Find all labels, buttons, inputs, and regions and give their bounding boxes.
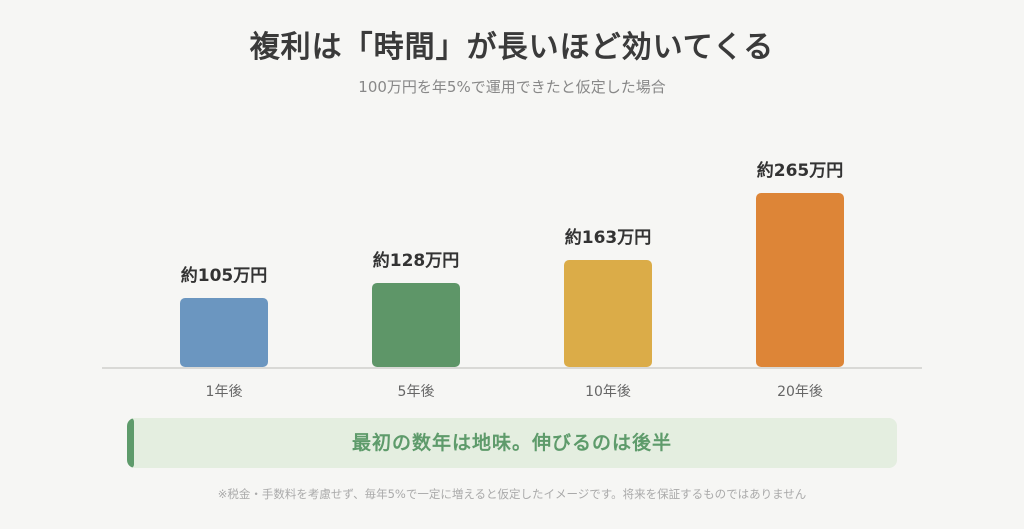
x-tick-label: 1年後 (206, 384, 243, 400)
x-tick-label: 5年後 (398, 384, 435, 400)
x-tick-label: 20年後 (777, 384, 823, 400)
bar (180, 298, 268, 367)
data-label: 約105万円 (181, 265, 268, 286)
data-label: 約128万円 (373, 250, 460, 271)
chart-subtitle: 100万円を年5%で運用できたと仮定した場合 (358, 78, 666, 96)
x-tick-label: 10年後 (585, 384, 631, 400)
data-label: 約163万円 (565, 227, 652, 248)
bar (756, 193, 844, 367)
data-label: 約265万円 (757, 160, 844, 181)
callout-text: 最初の数年は地味。伸びるのは後半 (351, 432, 672, 454)
bar (564, 259, 652, 367)
bar (372, 282, 460, 367)
chart-title: 複利は「時間」が長いほど効いてくる (249, 30, 775, 65)
callout-box: 最初の数年は地味。伸びるのは後半 (127, 418, 897, 468)
footnote: ※税金・手数料を考慮せず、毎年5%で一定に増えると仮定したイメージです。将来を保… (217, 487, 807, 501)
callout-accent-bar (127, 418, 134, 468)
